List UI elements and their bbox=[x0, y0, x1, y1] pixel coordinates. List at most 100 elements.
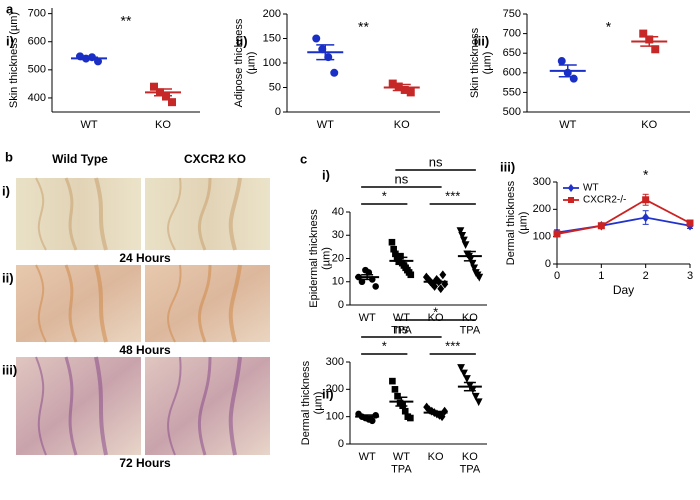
data-point bbox=[330, 68, 339, 77]
data-point bbox=[459, 236, 468, 245]
x-tick-label: WT bbox=[359, 312, 376, 324]
y-tick-label: 100 bbox=[263, 57, 281, 69]
data-point bbox=[150, 82, 158, 91]
data-point bbox=[457, 364, 465, 372]
tissue-texture bbox=[167, 264, 182, 343]
y-tick-label: 50 bbox=[269, 81, 281, 93]
y-axis-label: Adipose thickness(µm) bbox=[233, 18, 258, 107]
panel-label: ii) bbox=[236, 33, 248, 48]
data-point bbox=[312, 34, 321, 43]
significance-label: ** bbox=[358, 19, 369, 35]
data-point bbox=[394, 392, 401, 400]
y-axis-label: Skin thickness(µm) bbox=[469, 27, 494, 98]
significance-label: ns bbox=[395, 171, 409, 186]
data-point bbox=[437, 284, 445, 294]
y-tick-label: 100 bbox=[533, 231, 551, 243]
tissue-texture bbox=[64, 177, 78, 251]
y-tick-label: 650 bbox=[503, 47, 521, 59]
series-line bbox=[556, 198, 691, 235]
row-caption: 48 Hours bbox=[119, 343, 171, 357]
y-tick-label: 500 bbox=[503, 106, 521, 118]
y-tick-label: 700 bbox=[28, 8, 46, 20]
data-point bbox=[470, 264, 479, 273]
y-axis-label: Dermal thickness(µm) bbox=[300, 360, 325, 445]
data-point bbox=[168, 98, 176, 107]
x-tick-label: 2 bbox=[643, 270, 649, 282]
significance-label: * bbox=[606, 19, 612, 35]
x-tick-label: KO bbox=[641, 119, 657, 131]
data-point bbox=[456, 227, 465, 236]
data-point bbox=[597, 222, 605, 230]
significance-label: *** bbox=[445, 188, 460, 203]
row-label: ii) bbox=[2, 270, 14, 285]
data-point bbox=[553, 230, 561, 238]
legend-marker bbox=[567, 183, 575, 193]
tissue-texture bbox=[167, 177, 182, 251]
y-tick-label: 200 bbox=[263, 8, 281, 20]
data-point bbox=[458, 231, 467, 240]
column-header: CXCR2 KO bbox=[184, 152, 246, 166]
x-tick-label: WT TPA bbox=[391, 312, 412, 337]
y-tick-label: 750 bbox=[503, 8, 521, 20]
tissue-texture bbox=[197, 177, 212, 251]
section-label: c bbox=[300, 151, 307, 166]
y-tick-label: 300 bbox=[533, 176, 551, 188]
y-tick-label: 600 bbox=[28, 36, 46, 48]
tissue-texture bbox=[94, 356, 108, 456]
data-point bbox=[474, 398, 483, 407]
x-tick-label: WT bbox=[559, 119, 576, 131]
data-point bbox=[406, 88, 415, 97]
data-point bbox=[388, 238, 396, 246]
x-tick-label: WT bbox=[80, 119, 97, 131]
x-tick-label: 3 bbox=[687, 270, 693, 282]
data-point bbox=[460, 369, 468, 378]
y-axis-label: Epidermal thickness(µm) bbox=[308, 209, 333, 308]
tissue-texture bbox=[35, 356, 47, 456]
x-tick-label: WT bbox=[317, 119, 334, 131]
x-tick-label: KO bbox=[394, 119, 410, 131]
data-point bbox=[389, 377, 396, 385]
significance-label: * bbox=[382, 338, 387, 353]
row-caption: 72 Hours bbox=[119, 456, 171, 470]
legend-marker bbox=[568, 197, 574, 203]
x-tick-label: 0 bbox=[554, 270, 560, 282]
x-tick-label: KO bbox=[428, 312, 444, 324]
row-label: iii) bbox=[2, 362, 17, 377]
data-point bbox=[463, 375, 471, 383]
y-axis-label: Dermal thickness(µm) bbox=[505, 180, 530, 265]
panel-label: i) bbox=[322, 167, 330, 182]
data-point bbox=[431, 281, 439, 291]
tissue-texture bbox=[197, 264, 212, 343]
y-tick-label: 400 bbox=[28, 92, 46, 104]
x-tick-label: WT bbox=[359, 451, 376, 463]
y-tick-label: 0 bbox=[338, 438, 344, 450]
tissue-texture bbox=[197, 356, 212, 456]
section-label: a bbox=[6, 1, 14, 16]
y-tick-label: 550 bbox=[503, 86, 521, 98]
panel-label: iii) bbox=[500, 159, 515, 174]
y-axis-label: Skin thickness (µm) bbox=[8, 12, 20, 108]
data-point bbox=[397, 252, 404, 260]
y-tick-label: 0 bbox=[545, 258, 551, 270]
column-header: Wild Type bbox=[52, 152, 108, 166]
y-tick-label: 30 bbox=[332, 229, 344, 241]
micrograph bbox=[145, 357, 270, 455]
y-tick-label: 600 bbox=[503, 67, 521, 79]
micrograph bbox=[16, 357, 141, 455]
significance-label: *** bbox=[445, 338, 460, 353]
data-point bbox=[438, 412, 446, 422]
x-tick-label: KO TPA bbox=[460, 451, 481, 476]
panel-label: iii) bbox=[474, 33, 489, 48]
y-tick-label: 300 bbox=[326, 356, 344, 368]
y-tick-label: 0 bbox=[338, 299, 344, 311]
y-tick-label: 20 bbox=[332, 252, 344, 264]
data-point bbox=[439, 270, 447, 280]
legend-label: WT bbox=[583, 183, 599, 194]
significance-label: * bbox=[433, 304, 438, 319]
data-point bbox=[642, 212, 650, 223]
x-tick-label: KO bbox=[155, 119, 171, 131]
data-point bbox=[475, 273, 484, 282]
data-point bbox=[471, 392, 480, 401]
y-tick-label: 10 bbox=[332, 276, 344, 288]
micrograph bbox=[16, 178, 141, 250]
